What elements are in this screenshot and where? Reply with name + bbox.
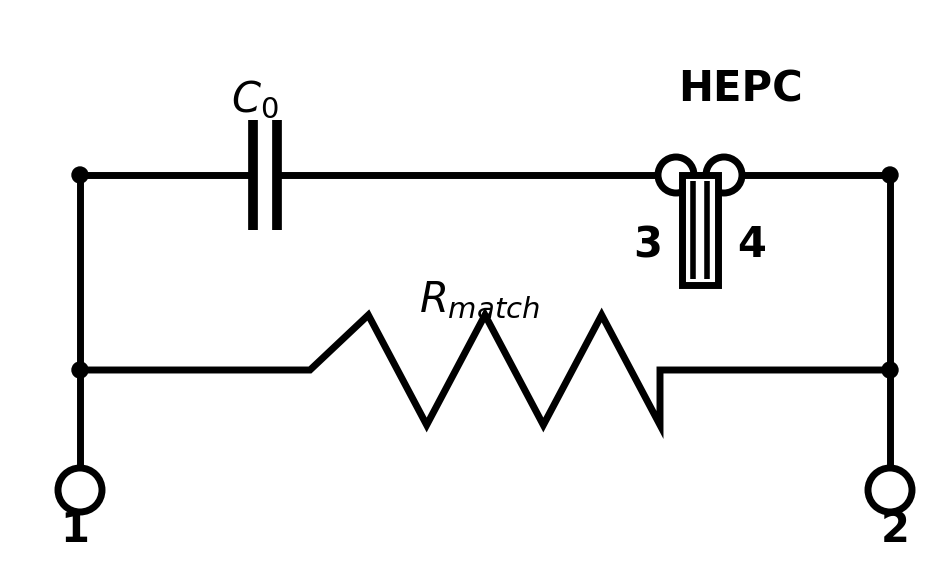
- Text: HEPC: HEPC: [677, 69, 803, 111]
- Circle shape: [58, 468, 102, 512]
- Circle shape: [72, 167, 88, 183]
- Circle shape: [868, 468, 912, 512]
- Bar: [682, 175, 718, 285]
- Text: $\mathbf{\mathit{C_0}}$: $\mathbf{\mathit{C_0}}$: [231, 79, 278, 121]
- Text: $\mathbf{\mathit{R_{match}}}$: $\mathbf{\mathit{R_{match}}}$: [420, 279, 541, 321]
- Circle shape: [882, 362, 898, 378]
- Text: 2: 2: [881, 509, 909, 551]
- Text: 4: 4: [737, 224, 767, 266]
- Circle shape: [658, 157, 694, 193]
- Text: 3: 3: [634, 224, 662, 266]
- Text: 1: 1: [61, 509, 89, 551]
- Circle shape: [882, 167, 898, 183]
- Circle shape: [706, 157, 742, 193]
- Circle shape: [72, 362, 88, 378]
